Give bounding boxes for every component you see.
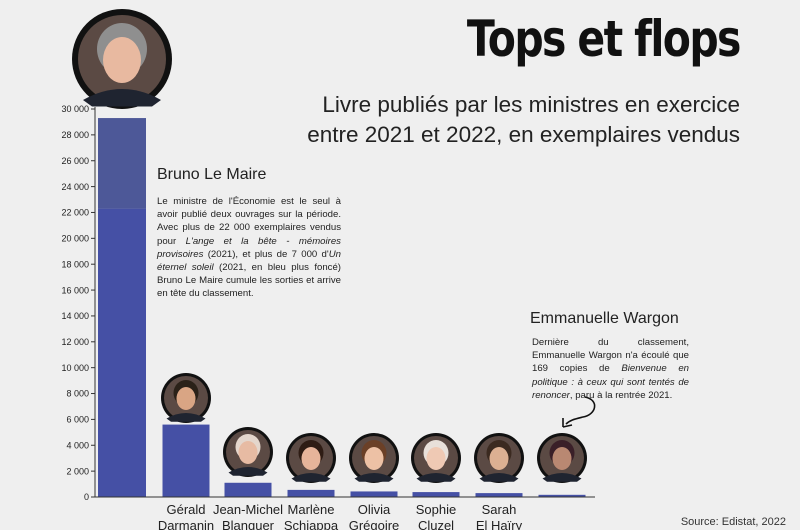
- avatar-bruno-le-maire: [72, 9, 172, 109]
- bar-7-series-0: [538, 494, 586, 497]
- chart-subtitle: Livre publiés par les ministres en exerc…: [307, 92, 740, 147]
- x-tick-label-5-1: Cluzel: [418, 518, 454, 530]
- avatar-olivia-gregoire: [349, 433, 399, 483]
- bar-4-series-0: [350, 491, 398, 497]
- bar-6-series-0: [475, 493, 523, 497]
- x-tick-label-6-0: Sarah: [482, 502, 517, 517]
- annotation-text-lemaire: Le ministre de l'Économie est le seul à …: [157, 196, 341, 300]
- source-note: Source: Edistat, 2022: [680, 516, 786, 528]
- avatar-gerald-darmanin: [161, 373, 211, 423]
- y-tick-label: 26 000: [61, 156, 89, 166]
- annotation-arrow: [562, 396, 596, 428]
- x-tick-label-5-0: Sophie: [416, 502, 456, 517]
- x-tick-label-2-1: Blanquer: [222, 518, 275, 530]
- bar-2-series-0: [224, 482, 272, 497]
- chart-title: Tops et flops: [467, 10, 742, 68]
- y-tick-label: 18 000: [61, 259, 89, 269]
- annotation-name-wargon: Emmanuelle Wargon: [530, 310, 679, 327]
- y-tick-label: 20 000: [61, 234, 89, 244]
- x-tick-label-2-0: Jean-Michel: [213, 502, 283, 517]
- y-tick-label: 8 000: [66, 389, 89, 399]
- x-tick-label-4-0: Olivia: [358, 502, 391, 517]
- y-tick-label: 10 000: [61, 363, 89, 373]
- bar-5-series-0: [412, 492, 460, 497]
- x-tick-label-4-1: Grégoire: [349, 518, 400, 530]
- y-tick-label: 6 000: [66, 415, 89, 425]
- annotation-name-lemaire: Bruno Le Maire: [157, 166, 267, 183]
- y-tick-label: 2 000: [66, 466, 89, 476]
- bar-0-series-1: [98, 118, 146, 209]
- y-tick-label: 30 000: [61, 104, 89, 114]
- bar-0-series-0: [98, 208, 146, 497]
- annotation-text-wargon: Dernière du classement, Emmanuelle Wargo…: [532, 337, 689, 401]
- y-tick-label: 16 000: [61, 285, 89, 295]
- avatar-marlene-schiappa: [286, 433, 336, 483]
- x-tick-label-1-1: Darmanin: [158, 518, 214, 530]
- bar-1-series-0: [162, 424, 210, 497]
- avatar-jean-michel-blanquer: [223, 427, 273, 477]
- y-tick-label: 24 000: [61, 182, 89, 192]
- y-tick-label: 12 000: [61, 337, 89, 347]
- x-tick-label-1-0: Gérald: [166, 502, 205, 517]
- avatar-sophie-cluzel: [411, 433, 461, 483]
- bar-3-series-0: [287, 489, 335, 497]
- x-tick-label-3-1: Schiappa: [284, 518, 339, 530]
- x-tick-label-6-1: El Haïry: [476, 518, 523, 530]
- y-tick-label: 0: [84, 492, 89, 502]
- y-tick-label: 4 000: [66, 440, 89, 450]
- y-tick-label: 14 000: [61, 311, 89, 321]
- y-tick-label: 28 000: [61, 130, 89, 140]
- avatar-sarah-el-hairy: [474, 433, 524, 483]
- y-tick-label: 22 000: [61, 208, 89, 218]
- avatar-emmanuelle-wargon: [537, 433, 587, 483]
- x-tick-label-3-0: Marlène: [288, 502, 335, 517]
